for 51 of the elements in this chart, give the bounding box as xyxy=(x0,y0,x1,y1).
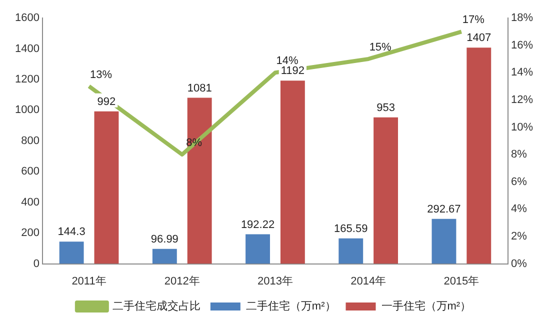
data-label: 192.22 xyxy=(240,218,275,231)
x-tick-label: 2015年 xyxy=(444,275,480,288)
bar xyxy=(374,117,398,264)
y2-tick-label: 0% xyxy=(510,258,528,270)
y2-tick-label: 6% xyxy=(510,176,528,188)
legend-label: 二手住宅成交占比 xyxy=(112,300,200,313)
y-tick-label: 600 xyxy=(21,166,40,178)
data-label: 1192 xyxy=(280,65,305,78)
bar xyxy=(280,80,305,264)
x-tick-label: 2014年 xyxy=(350,275,386,288)
bar xyxy=(187,98,212,264)
x-tick-label: 2011年 xyxy=(72,275,106,288)
bar xyxy=(432,218,456,264)
data-label: 1407 xyxy=(466,32,492,44)
bar xyxy=(466,48,492,264)
bar xyxy=(152,248,177,264)
y2-tick-label: 2% xyxy=(510,230,528,243)
data-label: 953 xyxy=(376,102,395,114)
x-tick-label: 2012年 xyxy=(164,275,200,288)
y2-tick-label: 18% xyxy=(510,12,534,24)
data-label: 14% xyxy=(276,55,298,68)
data-label: 144.3 xyxy=(58,226,86,238)
data-label: 992 xyxy=(97,96,116,108)
data-label: 1081 xyxy=(187,82,212,94)
x-tick-label: 2013年 xyxy=(257,275,293,288)
y-tick-label: 0 xyxy=(33,258,40,270)
legend-label: 一手住宅（万m²） xyxy=(381,300,472,313)
y-tick-label: 400 xyxy=(21,196,40,208)
bar xyxy=(246,234,270,264)
y2-tick-label: 12% xyxy=(510,94,534,106)
bar xyxy=(59,242,84,264)
y-tick-label: 1000 xyxy=(14,104,40,116)
y-tick-label: 800 xyxy=(21,134,40,147)
data-label: 292.67 xyxy=(427,203,461,216)
y-tick-label: 200 xyxy=(21,227,40,240)
y2-tick-label: 16% xyxy=(510,39,534,52)
data-label: 165.59 xyxy=(334,222,368,235)
y-tick-label: 1600 xyxy=(14,12,40,24)
y2-tick-label: 8% xyxy=(510,148,528,161)
data-label: 96.99 xyxy=(150,233,178,246)
bar xyxy=(338,238,364,264)
y2-tick-label: 10% xyxy=(510,121,534,134)
legend-label: 二手住宅（万m²） xyxy=(246,300,336,313)
y2-tick-label: 14% xyxy=(510,66,534,79)
y2-tick-label: 4% xyxy=(510,203,528,216)
data-label: 17% xyxy=(462,14,485,26)
y-tick-label: 1200 xyxy=(14,73,40,86)
bar xyxy=(94,111,119,264)
data-label: 13% xyxy=(90,68,112,81)
data-label: 15% xyxy=(369,42,392,54)
y-tick-label: 1400 xyxy=(14,42,40,55)
